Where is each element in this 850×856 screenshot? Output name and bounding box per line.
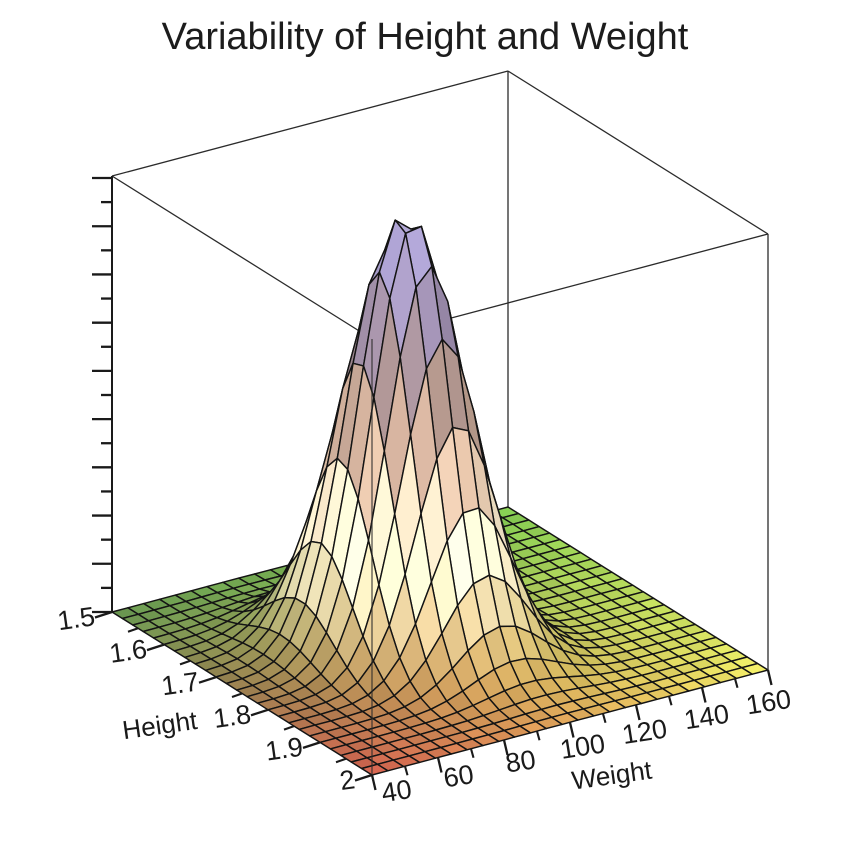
height-tick-label: 2: [338, 764, 357, 796]
height-tick-label: 1.7: [159, 666, 200, 701]
weight-tick-label: 140: [682, 699, 731, 736]
height-axis-tick: [354, 773, 373, 782]
z-axis: [92, 176, 113, 614]
height-tick-label: 1.5: [55, 601, 96, 636]
box-edge: [507, 70, 769, 235]
height-axis-minor-tick: [179, 659, 191, 666]
height-axis-minor-tick: [127, 627, 139, 633]
height-axis-tick: [198, 676, 217, 684]
height-axis-title: Height: [120, 705, 199, 745]
height-axis-tick: [146, 643, 165, 652]
height-tick-label: 1.8: [211, 699, 252, 734]
height-tick-label: 1.6: [107, 634, 148, 669]
weight-axis-tick: [568, 722, 575, 738]
chart-title: Variability of Height and Weight: [161, 16, 689, 58]
weight-axis-tick: [700, 687, 707, 703]
height-axis-tick: [250, 708, 269, 717]
weight-tick-label: 40: [379, 774, 413, 808]
height-axis-minor-tick: [283, 725, 295, 731]
weight-tick-label: 80: [503, 744, 537, 778]
box-edge: [111, 175, 373, 340]
weight-tick-label: 160: [744, 684, 793, 721]
weight-tick-label: 60: [441, 759, 475, 793]
weight-axis-tick: [436, 757, 443, 773]
box-edge: [111, 70, 509, 177]
bounding-box-front-edges: [371, 234, 769, 775]
height-tick-label: 1.9: [263, 732, 304, 767]
weight-axis-tick: [634, 704, 641, 721]
weight-axis-tick: [502, 739, 509, 756]
height-axis-tick: [94, 610, 113, 619]
weight-axis-minor-tick: [667, 695, 673, 706]
height-axis-tick: [302, 741, 321, 749]
weight-tick-label: 100: [558, 728, 607, 765]
weight-axis-minor-tick: [535, 730, 541, 741]
height-axis-minor-tick: [231, 692, 243, 698]
weight-axis-tick: [370, 774, 377, 791]
weight-axis-minor-tick: [469, 748, 475, 759]
surface-mesh: [111, 219, 769, 776]
weight-axis-tick: [766, 669, 773, 686]
weight-axis-minor-tick: [601, 713, 607, 724]
height-axis-minor-tick: [335, 757, 347, 764]
weight-axis-minor-tick: [403, 765, 409, 776]
weight-axis-minor-tick: [733, 678, 739, 689]
weight-tick-label: 120: [620, 713, 669, 750]
